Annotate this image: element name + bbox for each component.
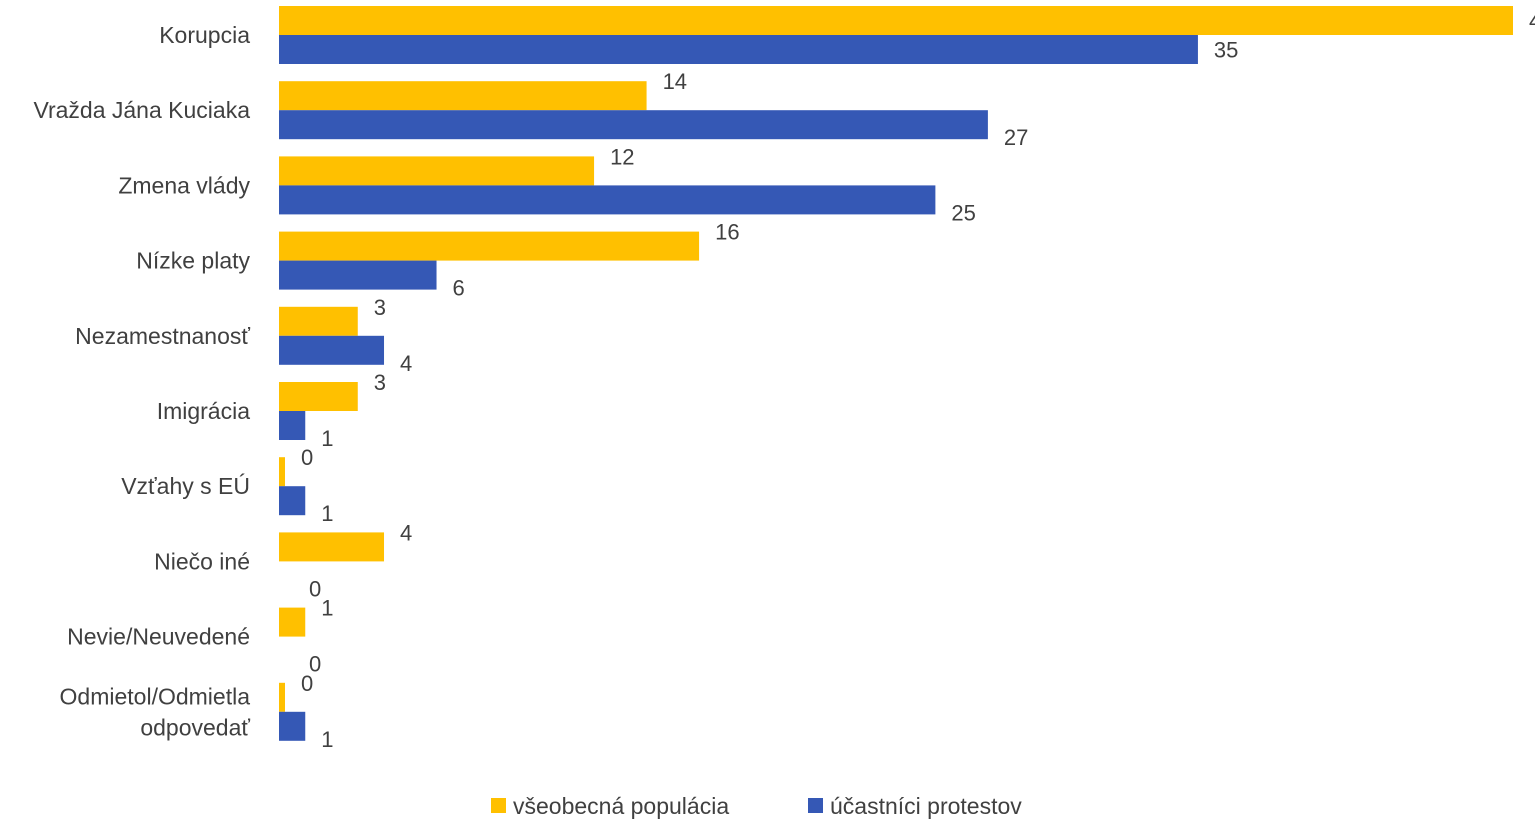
category-label: Zmena vlády bbox=[118, 172, 250, 198]
bar-vseobecna-populacia bbox=[279, 6, 1513, 35]
plot-area: Korupcia4735Vražda Jána Kuciaka1427Zmena… bbox=[33, 6, 1535, 752]
data-label: 1 bbox=[321, 596, 333, 621]
category-label-line: Vzťahy s EÚ bbox=[121, 473, 250, 499]
bar-ucastnici-protestov bbox=[279, 110, 988, 140]
data-label: 27 bbox=[1004, 125, 1028, 150]
data-label: 0 bbox=[309, 576, 321, 601]
data-label: 0 bbox=[301, 671, 313, 696]
legend-label: všeobecná populácia bbox=[513, 793, 729, 819]
bar-ucastnici-protestov bbox=[279, 185, 936, 215]
data-label: 3 bbox=[374, 370, 386, 395]
data-label: 12 bbox=[610, 144, 634, 169]
category-label: Odmietol/Odmietla odpovedať bbox=[60, 683, 251, 740]
category-label: Nezamestnanosť bbox=[75, 323, 250, 349]
category-label-line: Nezamestnanosť bbox=[75, 323, 250, 349]
bar-vseobecna-populacia bbox=[279, 532, 385, 562]
category-label-line: Niečo iné bbox=[154, 548, 250, 574]
bar-vseobecna-populacia bbox=[279, 457, 285, 487]
data-label: 1 bbox=[321, 727, 333, 752]
data-label: 1 bbox=[321, 426, 333, 451]
legend: všeobecná populácia účastníci protestov bbox=[491, 793, 1022, 819]
data-label: 47 bbox=[1529, 9, 1535, 34]
category-label: Imigrácia bbox=[157, 398, 251, 424]
legend-label: účastníci protestov bbox=[830, 793, 1022, 819]
data-label: 35 bbox=[1214, 38, 1238, 63]
data-label: 14 bbox=[663, 69, 687, 94]
category-label: Nevie/Neuvedené bbox=[67, 624, 250, 650]
data-label: 6 bbox=[453, 276, 465, 301]
category-label: Korupcia bbox=[159, 22, 250, 48]
data-label: 25 bbox=[951, 200, 975, 225]
bar-vseobecna-populacia bbox=[279, 156, 595, 186]
category-label: Nízke platy bbox=[136, 248, 250, 274]
bar-vseobecna-populacia bbox=[279, 607, 306, 637]
data-label: 0 bbox=[301, 445, 313, 470]
data-label: 0 bbox=[309, 652, 321, 677]
bar-vseobecna-populacia bbox=[279, 81, 647, 111]
bar-vseobecna-populacia bbox=[279, 231, 700, 261]
bar-vseobecna-populacia bbox=[279, 682, 285, 712]
bar-vseobecna-populacia bbox=[279, 306, 358, 336]
data-label: 4 bbox=[400, 520, 412, 545]
bar-ucastnici-protestov bbox=[279, 411, 306, 440]
category-label-line: Vražda Jána Kuciaka bbox=[33, 97, 250, 123]
category-label-line: odpovedať bbox=[140, 714, 250, 740]
category-label-line: Odmietol/Odmietla bbox=[60, 683, 251, 709]
category-label-line: Korupcia bbox=[159, 22, 250, 48]
bar-ucastnici-protestov bbox=[279, 486, 306, 516]
category-label-line: Imigrácia bbox=[157, 398, 251, 424]
bar-ucastnici-protestov bbox=[279, 335, 385, 365]
category-label: Vzťahy s EÚ bbox=[121, 473, 250, 499]
data-label: 4 bbox=[400, 351, 412, 376]
bar-vseobecna-populacia bbox=[279, 382, 358, 411]
legend-swatch bbox=[491, 798, 506, 813]
bar-ucastnici-protestov bbox=[279, 260, 437, 290]
legend-swatch bbox=[808, 798, 823, 813]
bar-ucastnici-protestov bbox=[279, 711, 306, 741]
category-label-line: Zmena vlády bbox=[118, 172, 250, 198]
category-label: Vražda Jána Kuciaka bbox=[33, 97, 250, 123]
data-label: 16 bbox=[715, 220, 739, 245]
category-label-line: Nízke platy bbox=[136, 248, 250, 274]
category-label-line: Nevie/Neuvedené bbox=[67, 624, 250, 650]
category-label: Niečo iné bbox=[154, 548, 250, 574]
bar-ucastnici-protestov bbox=[279, 35, 1198, 64]
data-label: 3 bbox=[374, 295, 386, 320]
data-label: 1 bbox=[321, 501, 333, 526]
